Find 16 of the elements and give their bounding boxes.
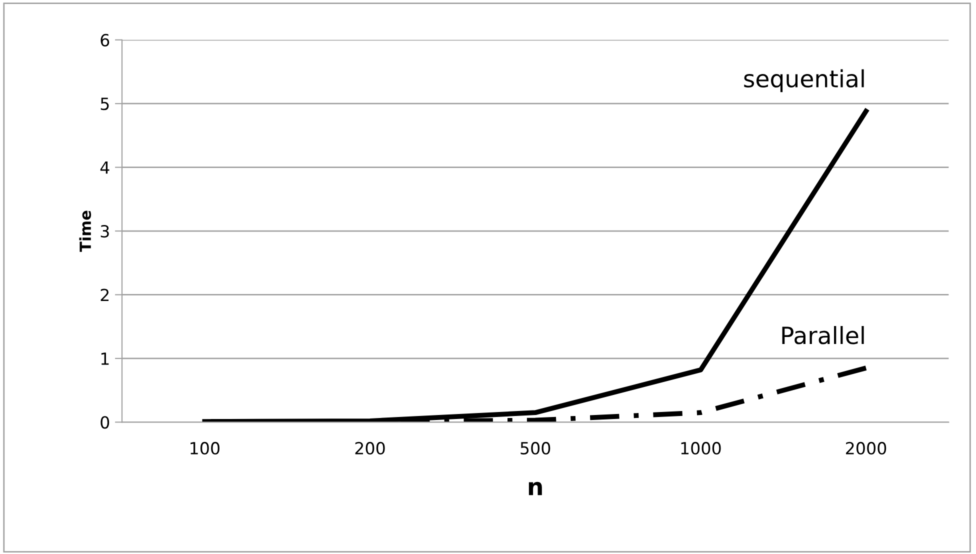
series-label: Parallel — [782, 326, 864, 344]
x-tick-label: 200 — [355, 442, 385, 454]
y-tick-label: 6 — [100, 34, 110, 46]
x-tick-label: 500 — [520, 442, 550, 454]
y-tick-label: 4 — [100, 161, 110, 174]
y-tick-label: 5 — [100, 98, 109, 110]
y-tick-label: 0 — [100, 416, 110, 429]
x-tick-label: 100 — [190, 442, 220, 454]
x-tick-label: 2000 — [846, 442, 886, 454]
y-axis-title: Time — [79, 210, 92, 252]
y-tick-label: 1 — [101, 352, 109, 365]
y-tick-label: 2 — [100, 288, 109, 302]
y-tick-label: 3 — [100, 224, 109, 238]
x-axis-title: n — [528, 482, 542, 496]
x-tick-label: 1000 — [681, 442, 721, 454]
series-label: sequential — [744, 69, 864, 92]
